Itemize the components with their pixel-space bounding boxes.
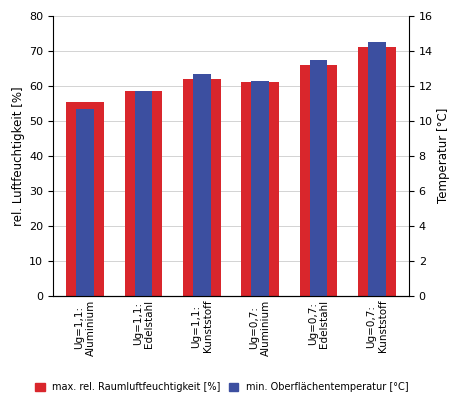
- Legend: max. rel. Raumluftfeuchtigkeit [%], min. Oberflächentemperatur [°C]: max. rel. Raumluftfeuchtigkeit [%], min.…: [32, 379, 412, 395]
- Bar: [310, 60, 327, 296]
- Bar: [368, 42, 386, 296]
- Bar: [358, 48, 396, 296]
- Bar: [299, 65, 338, 296]
- Bar: [76, 109, 94, 296]
- Bar: [183, 79, 221, 296]
- Bar: [251, 81, 269, 296]
- Y-axis label: rel. Luftfeuchtigkeit [%]: rel. Luftfeuchtigkeit [%]: [12, 86, 25, 226]
- Bar: [193, 74, 211, 296]
- Bar: [135, 91, 152, 296]
- Bar: [124, 91, 163, 296]
- Bar: [66, 102, 104, 296]
- Bar: [241, 82, 279, 296]
- Y-axis label: Temperatur [°C]: Temperatur [°C]: [437, 108, 450, 204]
